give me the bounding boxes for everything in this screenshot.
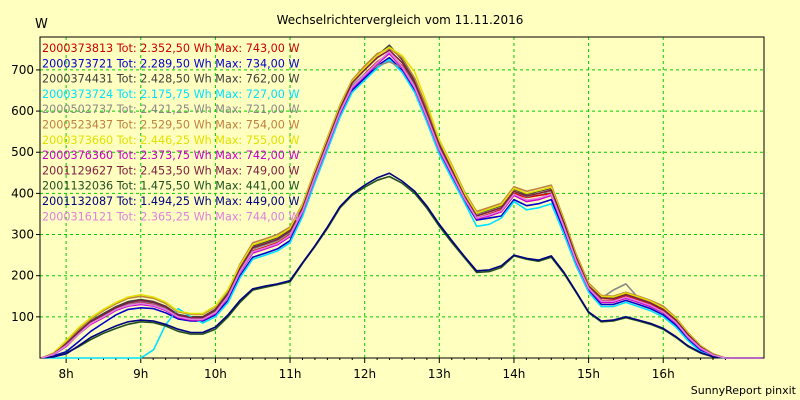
- legend-entry-2000374431: 2000374431 Tot: 2.428,50 Wh Max: 762,00 …: [42, 73, 300, 86]
- x-tick-label: 10h: [204, 367, 227, 381]
- y-axis-ticks: 100 200 300 400 500 600 700: [11, 63, 40, 324]
- x-tick-label: 11h: [279, 367, 302, 381]
- grid-lines: [40, 37, 764, 358]
- legend-entry-2001129627: 2001129627 Tot: 2.453,50 Wh Max: 749,00 …: [42, 164, 300, 177]
- series-line-2000373724: [41, 58, 763, 359]
- series-line-2000373660: [41, 46, 763, 359]
- x-tick-label: 15h: [577, 367, 600, 381]
- y-tick-label: 100: [11, 310, 34, 324]
- y-tick-label: 400: [11, 186, 34, 200]
- y-axis-unit-label: W: [35, 17, 48, 32]
- legend: 2000373813 Tot: 2.352,50 Wh Max: 743,00 …: [42, 42, 300, 223]
- series-line-2001132087: [41, 172, 763, 359]
- series-line-2000316121: [41, 50, 763, 359]
- series-line-2001129627: [41, 49, 763, 359]
- x-tick-label: 13h: [428, 367, 451, 381]
- legend-entry-2000316121: 2000316121 Tot: 2.365,25 Wh Max: 744,00 …: [42, 210, 300, 223]
- y-tick-label: 700: [11, 63, 34, 77]
- x-tick-label: 14h: [503, 367, 526, 381]
- legend-entry-2000373813: 2000373813 Tot: 2.352,50 Wh Max: 743,00 …: [42, 42, 300, 55]
- y-tick-label: 200: [11, 269, 34, 283]
- legend-entry-2001132087: 2001132087 Tot: 1.494,25 Wh Max: 449,00 …: [42, 195, 300, 208]
- legend-entry-2000373660: 2000373660 Tot: 2.446,25 Wh Max: 755,00 …: [42, 134, 300, 147]
- y-tick-label: 600: [11, 104, 34, 118]
- x-tick-label: 9h: [133, 367, 148, 381]
- y-tick-label: 300: [11, 228, 34, 242]
- legend-entry-2000373721: 2000373721 Tot: 2.289,50 Wh Max: 734,00 …: [42, 57, 300, 70]
- legend-entry-2000523437: 2000523437 Tot: 2.529,50 Wh Max: 754,00 …: [42, 119, 300, 132]
- x-tick-label: 16h: [652, 367, 675, 381]
- legend-entry-2000373724: 2000373724 Tot: 2.175,75 Wh Max: 727,00 …: [42, 88, 300, 101]
- chart-title: Wechselrichtervergleich vom 11.11.2016: [277, 13, 524, 27]
- legend-entry-2001132036: 2001132036 Tot: 1.475,50 Wh Max: 441,00 …: [42, 180, 300, 193]
- x-tick-label: 8h: [58, 367, 73, 381]
- series-lines: [41, 44, 763, 359]
- series-line-2001132036: [41, 175, 763, 359]
- y-tick-label: 500: [11, 145, 34, 159]
- x-tick-label: 12h: [353, 367, 376, 381]
- footer-credit: SunnyReport pinxit: [691, 384, 797, 397]
- legend-entry-2000502737: 2000502737 Tot: 2.421,25 Wh Max: 721,00 …: [42, 103, 300, 116]
- legend-entry-2000376360: 2000376360 Tot: 2.373,75 Wh Max: 742,00 …: [42, 149, 300, 162]
- series-line-2000373721: [41, 56, 763, 359]
- x-axis-ticks: 8h 9h 10h 11h 12h 13h 14h 15h 16h: [58, 358, 726, 381]
